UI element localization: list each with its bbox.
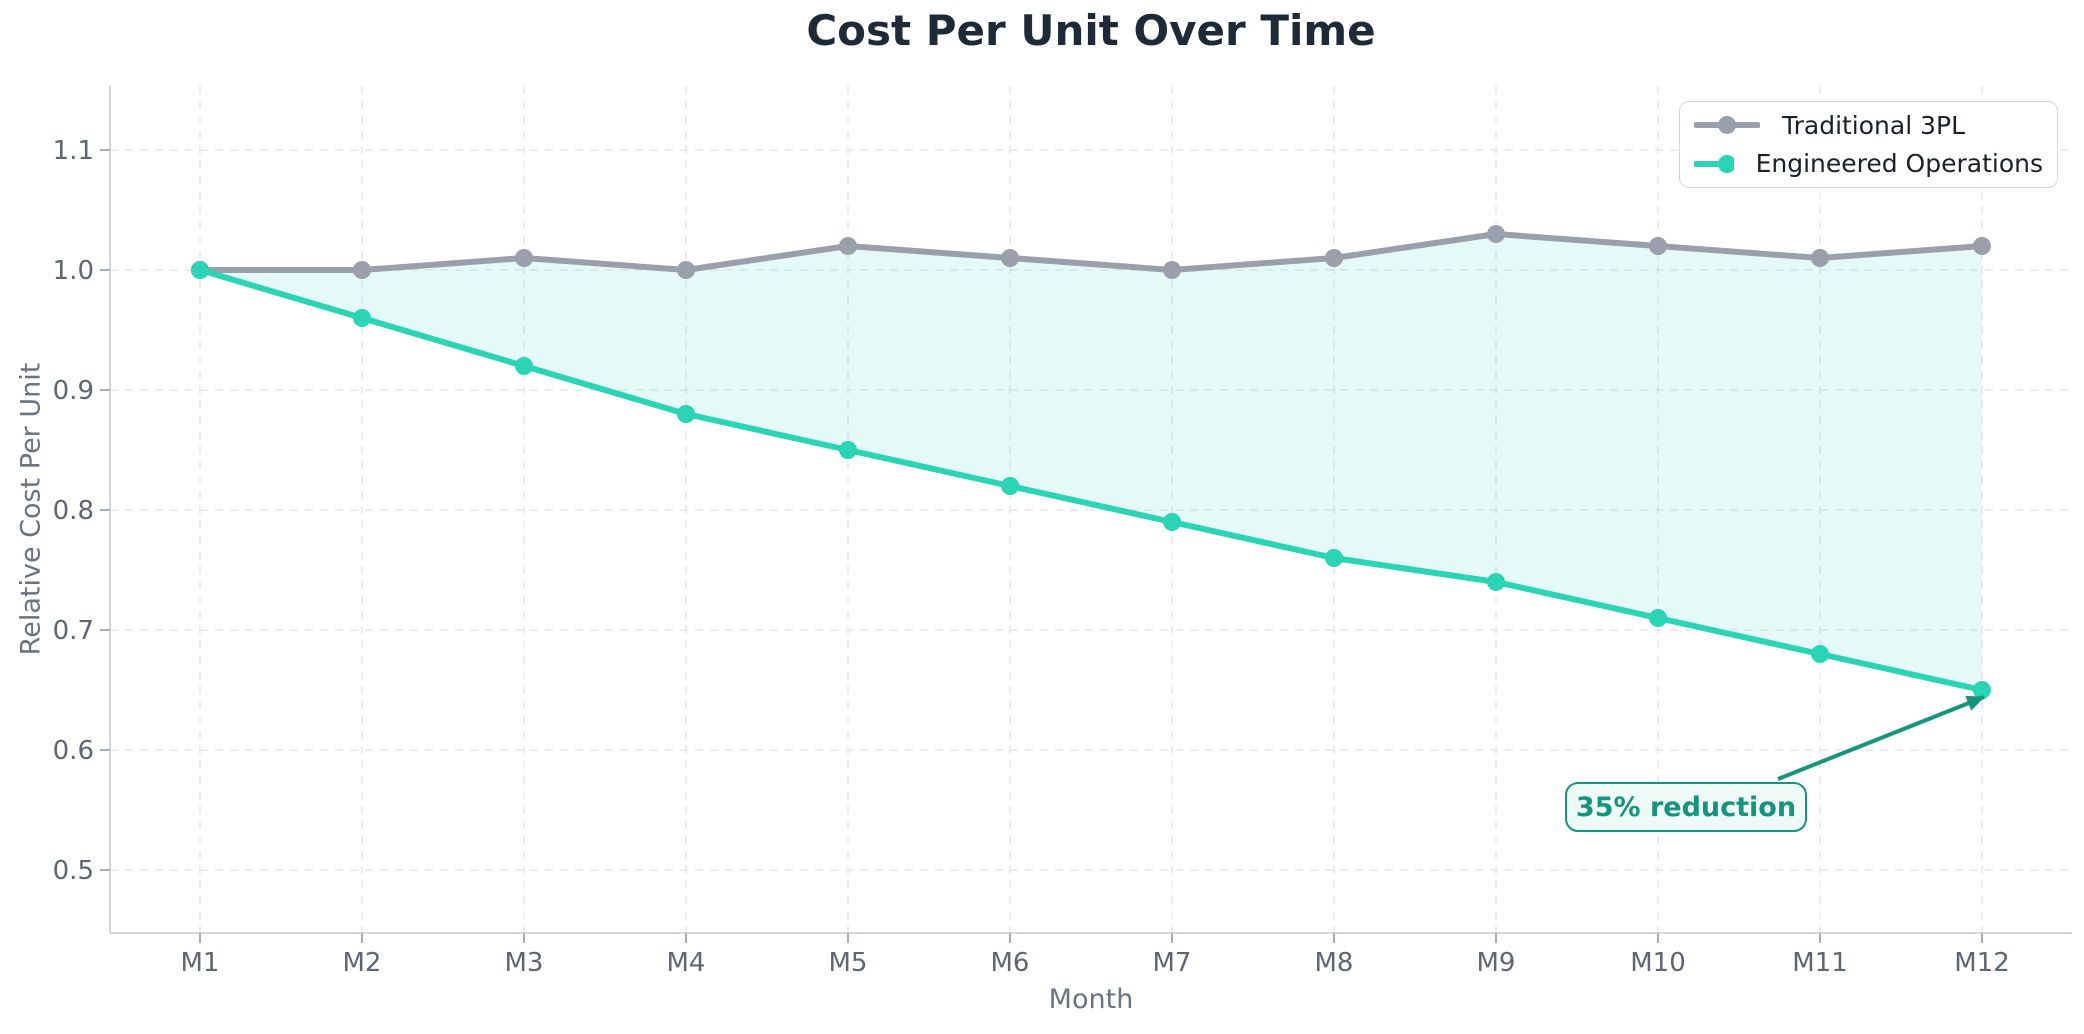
x-tick-label: M10: [1630, 948, 1686, 978]
data-point-marker: [839, 441, 857, 459]
x-tick-label: M2: [343, 948, 382, 978]
legend-item-engineered-operations: Engineered Operations: [1694, 147, 2043, 182]
series-line-traditional-3pl: [197, 231, 1985, 273]
x-tick-label: M9: [1477, 948, 1516, 978]
legend-marker-icon: [1718, 116, 1736, 135]
chart-title: Cost Per Unit Over Time: [806, 6, 1376, 55]
y-tick-label: 0.5: [53, 856, 94, 886]
y-tick-label: 1.1: [53, 136, 94, 166]
data-point-marker: [1325, 549, 1343, 567]
data-point-marker: [353, 309, 371, 327]
series-line-engineered-operations: [197, 267, 1985, 693]
legend: Traditional 3PL Engineered Operations: [1679, 101, 2058, 188]
x-tick-label: M5: [829, 948, 868, 978]
y-tick-label: 0.6: [53, 736, 94, 766]
data-point-marker: [677, 261, 695, 279]
y-tick-label: 0.7: [53, 616, 94, 646]
data-point-marker: [353, 261, 371, 279]
y-tick-label: 0.8: [53, 496, 94, 526]
x-tick-label: M6: [991, 948, 1030, 978]
legend-line-marker-icon: [1694, 116, 1760, 135]
annotation-callout: 35% reduction: [1565, 782, 1807, 832]
data-point-marker: [1163, 513, 1181, 531]
data-point-marker: [1649, 237, 1667, 255]
x-tick-label: M11: [1792, 948, 1848, 978]
x-axis-label: Month: [1048, 984, 1134, 1015]
y-axis-label: Relative Cost Per Unit: [15, 362, 47, 656]
y-tick-label: 1.0: [53, 256, 94, 286]
annotation-arrow: [1777, 695, 1985, 781]
x-tick-label: M3: [505, 948, 544, 978]
data-point-marker: [1649, 609, 1667, 627]
data-point-marker: [1001, 477, 1019, 495]
data-point-marker: [677, 405, 695, 423]
data-point-marker: [1325, 249, 1343, 267]
data-point-marker: [1811, 645, 1829, 663]
y-tick-label: 0.9: [53, 376, 94, 406]
fill-area: [200, 234, 1982, 690]
data-point-marker: [1973, 681, 1991, 699]
data-point-marker: [1811, 249, 1829, 267]
x-tick-label: M7: [1153, 948, 1192, 978]
data-point-marker: [1487, 573, 1505, 591]
legend-label: Traditional 3PL: [1782, 110, 1966, 140]
legend-label: Engineered Operations: [1755, 149, 2043, 179]
legend-item-traditional-3pl: Traditional 3PL: [1694, 108, 2043, 143]
data-point-marker: [1163, 261, 1181, 279]
legend-marker-icon: [1718, 154, 1734, 173]
data-point-marker: [515, 249, 533, 267]
x-tick-label: M4: [667, 948, 706, 978]
legend-line-marker-icon: [1694, 154, 1734, 173]
x-tick-label: M1: [181, 948, 220, 978]
data-point-marker: [839, 237, 857, 255]
x-tick-label: M8: [1315, 948, 1354, 978]
data-point-marker: [1001, 249, 1019, 267]
data-point-marker: [1973, 237, 1991, 255]
data-point-marker: [515, 357, 533, 375]
x-tick-label: M12: [1954, 948, 2010, 978]
data-point-marker: [191, 261, 209, 279]
data-point-marker: [1487, 225, 1505, 243]
